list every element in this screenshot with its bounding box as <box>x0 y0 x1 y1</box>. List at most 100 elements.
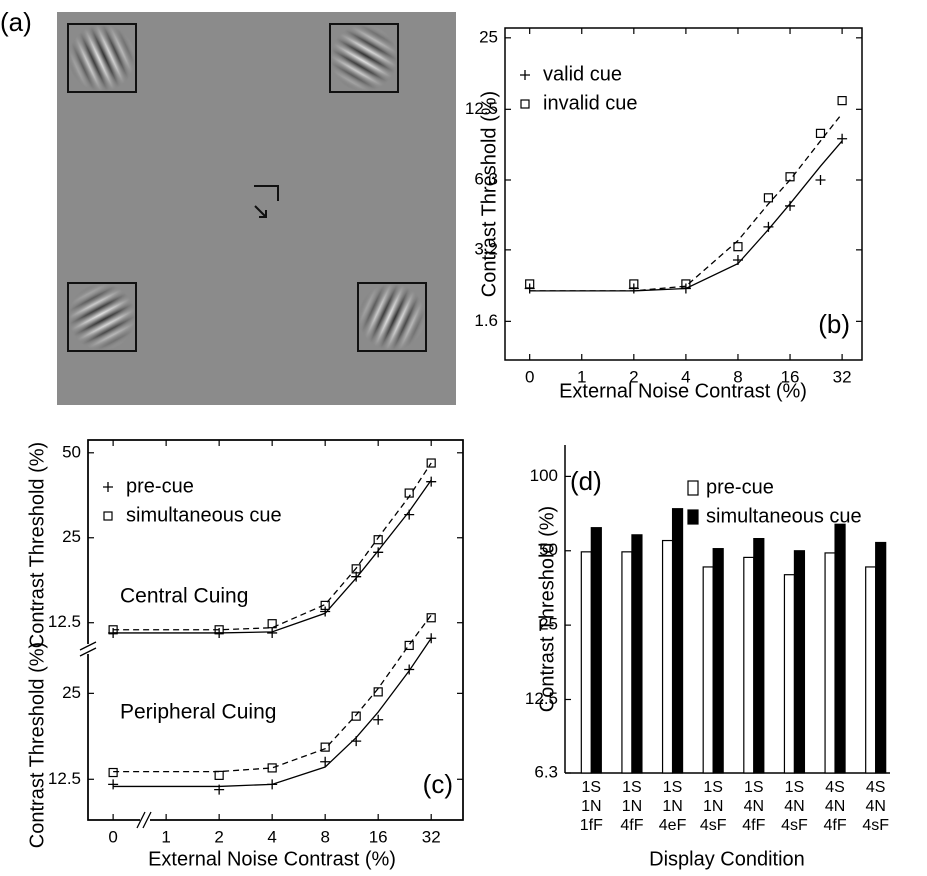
x-tick-label: 0 <box>525 367 534 386</box>
bar <box>753 538 765 774</box>
plot-frame <box>87 439 464 821</box>
y-tick-label: 100 <box>530 466 558 485</box>
y-tick-label: 12.5 <box>525 689 558 708</box>
bar <box>590 527 602 774</box>
fit-line <box>113 479 432 634</box>
x-tick-label: 8 <box>733 367 742 386</box>
x-tick-label: 4S 4N 4fF <box>823 779 847 834</box>
y-axis-label: Contrast Threshold (%) <box>478 91 500 297</box>
panel-label: (c) <box>423 769 453 799</box>
plus-marker <box>214 784 225 795</box>
x-tick-label: 2 <box>214 827 223 846</box>
plus-marker <box>267 779 278 790</box>
x-tick-label: 32 <box>422 827 441 846</box>
square-marker <box>733 242 743 252</box>
x-tick-label: 16 <box>369 827 388 846</box>
plus-marker <box>763 221 774 232</box>
square-marker <box>108 625 118 635</box>
plus-marker <box>426 476 437 487</box>
bar <box>702 566 714 774</box>
y-tick-label: 25 <box>62 527 81 546</box>
stimulus-frame <box>67 23 137 93</box>
fit-line <box>529 140 843 292</box>
bar <box>865 566 877 774</box>
square-marker <box>214 770 224 780</box>
fit-line <box>529 113 843 292</box>
y-axis-label: Contrast Threshold (%) <box>536 506 558 712</box>
y-tick-label: 25 <box>479 27 498 46</box>
y-tick-label: 25 <box>539 615 558 634</box>
x-tick-label: 1S 1N 4fF <box>620 779 644 834</box>
square-marker <box>404 488 414 498</box>
fit-line <box>113 614 432 773</box>
legend-marker <box>103 511 113 521</box>
bar <box>824 552 836 774</box>
legend-label: invalid cue <box>543 92 638 114</box>
x-axis-label: Display Condition <box>649 848 805 870</box>
y-axis-label: Contrast Threshold (%) <box>26 442 48 648</box>
x-tick-label: 1 <box>577 367 586 386</box>
x-axis-label: External Noise Contrast (%) <box>148 848 396 870</box>
legend-marker <box>103 482 113 492</box>
square-marker <box>267 619 277 629</box>
square-marker <box>108 767 118 778</box>
square-marker <box>426 458 436 468</box>
plus-marker <box>108 779 119 790</box>
y-axis-label: Contrast Threshold (%) <box>26 642 48 848</box>
square-marker <box>785 172 795 182</box>
gabor <box>37 252 167 382</box>
y-tick-label: 3.2 <box>474 239 498 258</box>
bar <box>712 548 724 774</box>
square-marker <box>629 279 639 289</box>
plus-marker <box>373 547 384 558</box>
y-tick-label: 12.5 <box>465 99 498 118</box>
x-tick-label: 1S 4N 4sF <box>781 779 808 834</box>
plus-marker <box>351 736 362 747</box>
bar <box>783 574 796 774</box>
annotation: Peripheral Cuing <box>120 701 276 724</box>
square-marker <box>426 613 436 623</box>
plus-marker <box>732 255 743 266</box>
axis-break-gap <box>140 812 150 828</box>
x-tick-label: 32 <box>833 367 852 386</box>
bar <box>743 556 755 774</box>
bar <box>793 550 806 774</box>
bar <box>671 508 684 774</box>
stimulus-frame <box>67 282 137 352</box>
plus-marker <box>426 633 437 644</box>
y-tick-label: 25 <box>62 683 81 702</box>
panel-label: (d) <box>570 466 602 496</box>
x-tick-label: 1S 1N 4sF <box>699 779 727 834</box>
bar <box>875 541 887 774</box>
fit-line <box>113 462 432 631</box>
arrow-cue <box>254 205 267 218</box>
square-marker <box>320 742 330 752</box>
bar <box>834 523 846 774</box>
square-marker <box>373 687 383 697</box>
plus-marker <box>108 627 119 638</box>
square-marker <box>763 193 774 203</box>
fixation-cue <box>254 185 279 201</box>
x-tick-label: 1S 1N 1fF <box>579 779 603 834</box>
x-tick-label: 1S 4N 4fF <box>742 779 766 834</box>
plus-marker <box>837 133 848 144</box>
square-marker <box>351 711 361 721</box>
axis-break <box>79 641 97 657</box>
plus-marker <box>373 714 384 725</box>
y-tick-label: 50 <box>539 540 558 559</box>
x-tick-label: 0 <box>108 827 117 846</box>
x-tick-label: 4 <box>681 367 690 386</box>
axis-break <box>136 811 152 829</box>
stimulus-frame <box>357 282 427 352</box>
gabor <box>38 0 166 122</box>
x-tick-label: 8 <box>320 827 329 846</box>
axis-break-gap <box>80 644 96 654</box>
square-marker <box>681 279 691 289</box>
legend-label: pre-cue <box>126 475 194 497</box>
square-marker <box>837 96 847 106</box>
plus-marker <box>214 627 225 638</box>
legend-label: simultaneous cue <box>126 504 282 526</box>
legend-label: valid cue <box>543 63 622 85</box>
